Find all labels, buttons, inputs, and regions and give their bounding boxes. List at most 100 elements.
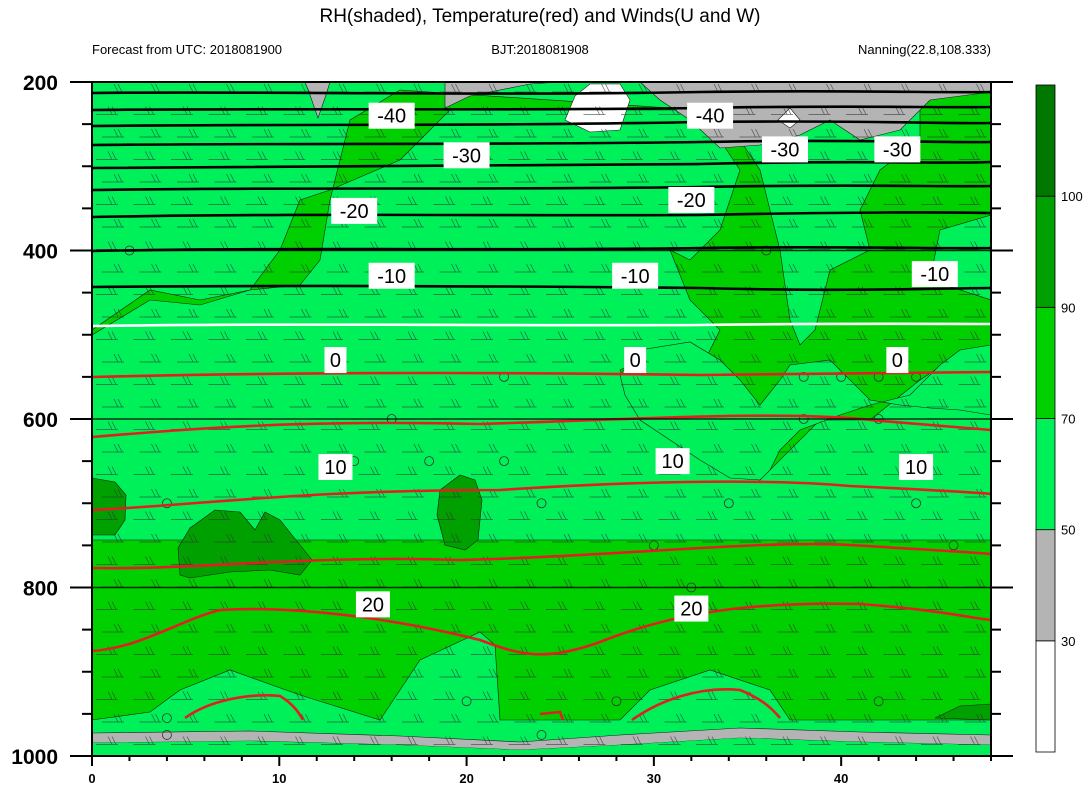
wind-barb-feather xyxy=(526,713,531,723)
wind-barb-feather xyxy=(749,556,754,565)
wind-barb-feather xyxy=(942,623,948,633)
wind-barb-feather xyxy=(642,533,648,543)
wind-barb-feather xyxy=(751,713,756,723)
wind-barb-feather xyxy=(107,601,113,610)
calm-wind-circle xyxy=(873,696,884,707)
wind-barb-feather xyxy=(257,151,263,160)
wind-barb-feather xyxy=(788,218,794,228)
calm-wind-circle xyxy=(499,456,509,467)
wind-barb-feather xyxy=(601,488,606,498)
contour-label: -10 xyxy=(377,266,406,288)
wind-barb-feather xyxy=(492,218,498,228)
wind-barb-feather xyxy=(486,331,492,340)
wind-barb-feather xyxy=(151,443,156,453)
wind-barb-feather xyxy=(867,533,873,543)
wind-barb-feather xyxy=(601,623,606,633)
wind-barb-feather xyxy=(417,263,423,273)
wind-barb-feather xyxy=(820,646,825,655)
isotherm-zero xyxy=(92,322,991,328)
wind-barb-feather xyxy=(295,646,300,655)
wind-barb-feather xyxy=(220,241,225,250)
wind-barb-feather xyxy=(605,443,610,453)
wind-barb-feather xyxy=(826,578,831,588)
wind-barb-feather xyxy=(455,398,460,408)
wind-barb-feather xyxy=(145,196,150,205)
wind-barb-feather xyxy=(713,263,719,273)
wind-barb-feather xyxy=(636,331,642,340)
wind-barb-feather xyxy=(107,421,113,430)
isotherm-minus-45 xyxy=(92,89,991,95)
wind-barb-feather xyxy=(680,218,685,228)
wind-barb-feather xyxy=(117,668,123,678)
wind-barb-feather xyxy=(638,173,644,183)
wind-barb-feather xyxy=(336,646,342,655)
wind-barb-feather xyxy=(745,196,750,205)
wind-barb-feather xyxy=(557,331,563,340)
wind-barb-feather xyxy=(792,578,798,588)
wind-barb-feather xyxy=(749,151,754,160)
wind-barb-feather xyxy=(267,398,273,408)
wind-barb-feather xyxy=(792,128,798,138)
rh-region-90-100-bottom-right xyxy=(934,703,991,721)
wind-barb-feather xyxy=(301,398,306,408)
wind-barb-feather xyxy=(267,353,273,363)
contour-label-box xyxy=(687,102,734,129)
isotherm-5 xyxy=(92,370,991,379)
wind-barb-feather xyxy=(970,511,975,520)
wind-barb-feather xyxy=(786,466,792,475)
wind-barb-feather xyxy=(680,578,685,588)
wind-barb-feather xyxy=(107,151,113,160)
contour-label-box xyxy=(324,347,347,374)
wind-barb-feather xyxy=(782,646,788,655)
wind-barb-feather xyxy=(186,646,192,655)
wind-barb-feather xyxy=(263,83,269,93)
wind-barb-feather xyxy=(751,623,756,633)
wind-barb-feather xyxy=(863,128,869,138)
wind-barb-feather xyxy=(707,646,713,655)
wind-barb-feather xyxy=(749,421,754,430)
wind-barb-feather xyxy=(376,578,381,588)
wind-barb-feather xyxy=(111,196,117,205)
wind-barb-feather xyxy=(751,263,756,273)
wind-barb-feather xyxy=(970,196,975,205)
wind-barb-feather xyxy=(155,668,160,678)
wind-barb-feather xyxy=(605,353,610,363)
wind-barb-feather xyxy=(824,331,829,340)
wind-barb-feather xyxy=(717,443,723,453)
wind-barb-feather xyxy=(263,578,269,588)
wind-barb-feather xyxy=(567,263,573,273)
wind-barb-feather xyxy=(451,443,456,453)
isotherms-warm xyxy=(92,370,991,722)
wind-barb-feather xyxy=(220,691,225,700)
colorbar-label: 100 xyxy=(1061,189,1083,204)
x-tick-label: 10 xyxy=(272,771,286,786)
wind-barb-feather xyxy=(976,263,981,273)
wind-barb-feather xyxy=(295,601,300,610)
wind-barb-feather xyxy=(449,601,454,610)
wind-barb-feather xyxy=(380,308,385,318)
wind-barb-feather xyxy=(520,511,525,520)
wind-barb-feather xyxy=(599,556,604,565)
wind-barb-feather xyxy=(857,376,863,385)
wind-barb-feather xyxy=(492,83,498,93)
isotherm-15 xyxy=(92,480,991,512)
wind-barb-feather xyxy=(595,736,600,745)
wind-barb-feather xyxy=(863,353,869,363)
wind-barb-feather xyxy=(863,668,869,678)
wind-barb-feather xyxy=(226,578,231,588)
wind-barb-feather xyxy=(749,331,754,340)
calm-wind-circle xyxy=(798,371,809,382)
wind-barb-feather xyxy=(826,173,831,183)
wind-barb-feather xyxy=(561,151,567,160)
wind-barb-feather xyxy=(113,173,119,183)
wind-barb-feather xyxy=(186,466,192,475)
wind-barb-feather xyxy=(305,308,310,318)
wind-barb-feather xyxy=(676,218,681,228)
wind-barb-feather xyxy=(449,331,454,340)
x-tick-label: 30 xyxy=(647,771,661,786)
wind-barb-feather xyxy=(376,173,381,183)
wind-barb-feather xyxy=(376,398,381,408)
wind-barb-feather xyxy=(601,353,606,363)
wind-barb-feather xyxy=(632,466,638,475)
wind-barb-feather xyxy=(192,533,198,543)
